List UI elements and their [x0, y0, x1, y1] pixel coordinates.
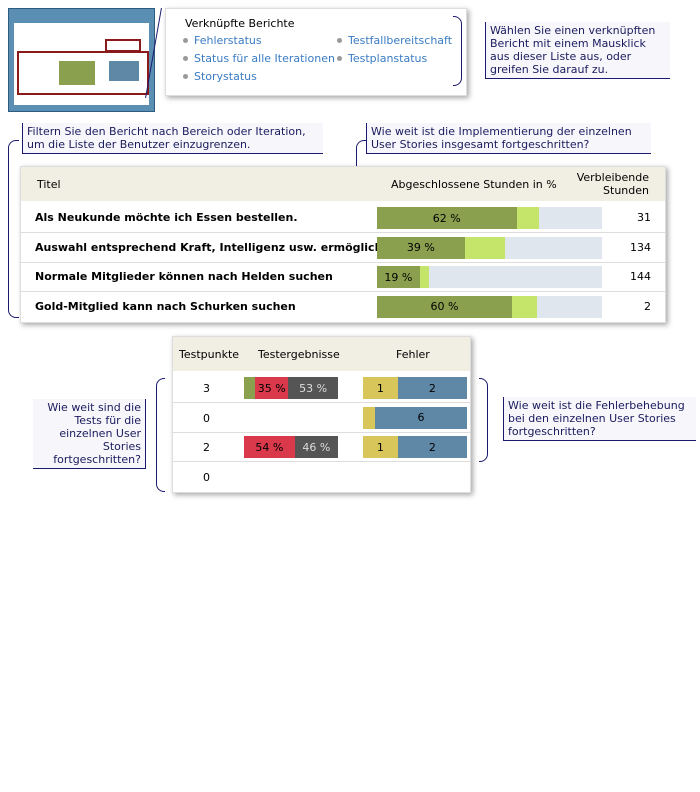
completed-label: 39 %: [406, 241, 435, 254]
active-bugs-segment: 1: [363, 436, 398, 458]
active-bugs-label: 1: [376, 440, 384, 454]
table-row: [21, 262, 665, 292]
story-title: Normale Mitglieder können nach Helden su…: [35, 270, 333, 283]
resolved-bugs-label: 2: [428, 440, 436, 454]
passed-segment: [244, 377, 256, 399]
completed-label: 60 %: [430, 300, 459, 313]
callout: Wie weit ist die Implementierung der ein…: [366, 123, 651, 154]
column-header: Verbleibende Stunden: [576, 171, 649, 197]
report-link[interactable]: Testplanstatus: [348, 52, 428, 65]
remaining-hours: 31: [637, 211, 651, 224]
bullet: [183, 38, 188, 43]
bracket: [8, 140, 19, 318]
progress-track: 62 %: [377, 207, 602, 229]
thumbnail-report: [17, 51, 149, 95]
blocked-segment: 46 %: [294, 436, 338, 458]
callout: Wie weit ist die Fehlerbehebung bei den …: [503, 397, 696, 441]
recent-bar: [419, 266, 429, 288]
blocked-segment: 53 %: [288, 377, 338, 399]
active-bugs-label: 1: [376, 381, 384, 395]
links-panel: Verknüpfte Berichte Fehlerstatus Status …: [165, 8, 467, 96]
table-row: [21, 203, 665, 233]
thumbnail: [8, 8, 155, 112]
remaining-hours: 2: [644, 299, 651, 313]
progress-track: 39 %: [377, 236, 602, 259]
resolved-bugs-segment: 6: [375, 406, 467, 429]
table-row: [21, 233, 665, 263]
thumbnail-bars: [59, 61, 95, 85]
table-row: [173, 373, 470, 403]
completed-label: 62 %: [432, 211, 461, 225]
bracket: [156, 378, 165, 492]
thumbnail-bars: [109, 61, 139, 81]
story-title: Auswahl entsprechend Kraft, Intelligenz …: [35, 240, 398, 254]
bullet: [183, 56, 188, 61]
column-header: Abgeschlossene Stunden in %: [391, 178, 557, 191]
report-link[interactable]: Status für alle Iterationen: [194, 52, 335, 65]
remaining-hours: 144: [630, 270, 651, 283]
active-bugs-segment: 1: [363, 377, 398, 399]
completed-bar: 62 %: [377, 207, 517, 229]
test-points: 0: [203, 411, 210, 425]
table-header: [21, 167, 665, 201]
test-points: 2: [203, 441, 210, 454]
completed-bar: 60 %: [377, 295, 512, 318]
test-points: 3: [203, 382, 210, 395]
table-header: [173, 337, 470, 371]
resolved-bugs-segment: 2: [397, 377, 467, 399]
completed-bar: 39 %: [377, 236, 465, 259]
bullet: [337, 38, 342, 43]
callout: Wählen Sie einen verknüpften Bericht mit…: [485, 22, 670, 79]
bracket: [479, 378, 488, 462]
remaining-hours: 134: [630, 240, 651, 254]
test-results-bar: 35 % 53 %: [244, 377, 338, 399]
progress-track: 19 %: [377, 266, 602, 288]
test-results-bar: 54 % 46 %: [244, 436, 338, 458]
active-bugs-segment: [363, 406, 375, 429]
failed-label: 35 %: [257, 381, 286, 395]
bugs-bar: 6: [363, 406, 467, 429]
column-header: Testpunkte: [179, 348, 240, 361]
report-link[interactable]: Fehlerstatus: [194, 34, 262, 47]
table-row: [173, 403, 470, 433]
report-link[interactable]: Testfallbereitschaft: [348, 34, 453, 47]
completed-label: 19 %: [384, 270, 413, 284]
column-header: Testergebnisse: [258, 348, 340, 361]
bracket: [453, 16, 462, 86]
test-points: 0: [203, 470, 210, 484]
failed-segment: 35 %: [255, 377, 289, 399]
recent-bar: [464, 236, 506, 259]
column-header: Titel: [37, 178, 61, 191]
story-title: Als Neukunde möchte ich Essen bestellen.: [35, 211, 298, 224]
failed-segment: 54 %: [244, 436, 295, 458]
failed-label: 54 %: [255, 440, 284, 454]
report-link[interactable]: Storystatus: [194, 70, 257, 83]
thumbnail-highlight: [105, 39, 141, 52]
completed-bar: 19 %: [377, 266, 420, 288]
blocked-label: 46 %: [302, 440, 331, 454]
story-title: Gold-Mitglied kann nach Schurken suchen: [35, 299, 296, 313]
table-row: [173, 432, 470, 462]
story-table: Titel Abgeschlossene Stunden in % Verble…: [20, 166, 666, 323]
recent-bar: [512, 295, 537, 318]
test-table: Testpunkte Testergebnisse Fehler 3 35 % 53…: [172, 336, 471, 493]
progress-track: 60 %: [377, 295, 602, 318]
column-header: Fehler: [396, 348, 430, 361]
recent-bar: [516, 207, 539, 229]
blocked-label: 53 %: [299, 381, 328, 395]
callout: Wie weit sind die Tests für die einzelne…: [33, 399, 146, 469]
callout: Filtern Sie den Bericht nach Bereich ode…: [22, 123, 323, 154]
resolved-bugs-label: 6: [417, 411, 425, 424]
bullet: [183, 74, 188, 79]
resolved-bugs-segment: 2: [397, 436, 467, 458]
bullet: [337, 56, 342, 61]
resolved-bugs-label: 2: [428, 381, 436, 395]
panel-title: Verknüpfte Berichte: [185, 17, 295, 30]
